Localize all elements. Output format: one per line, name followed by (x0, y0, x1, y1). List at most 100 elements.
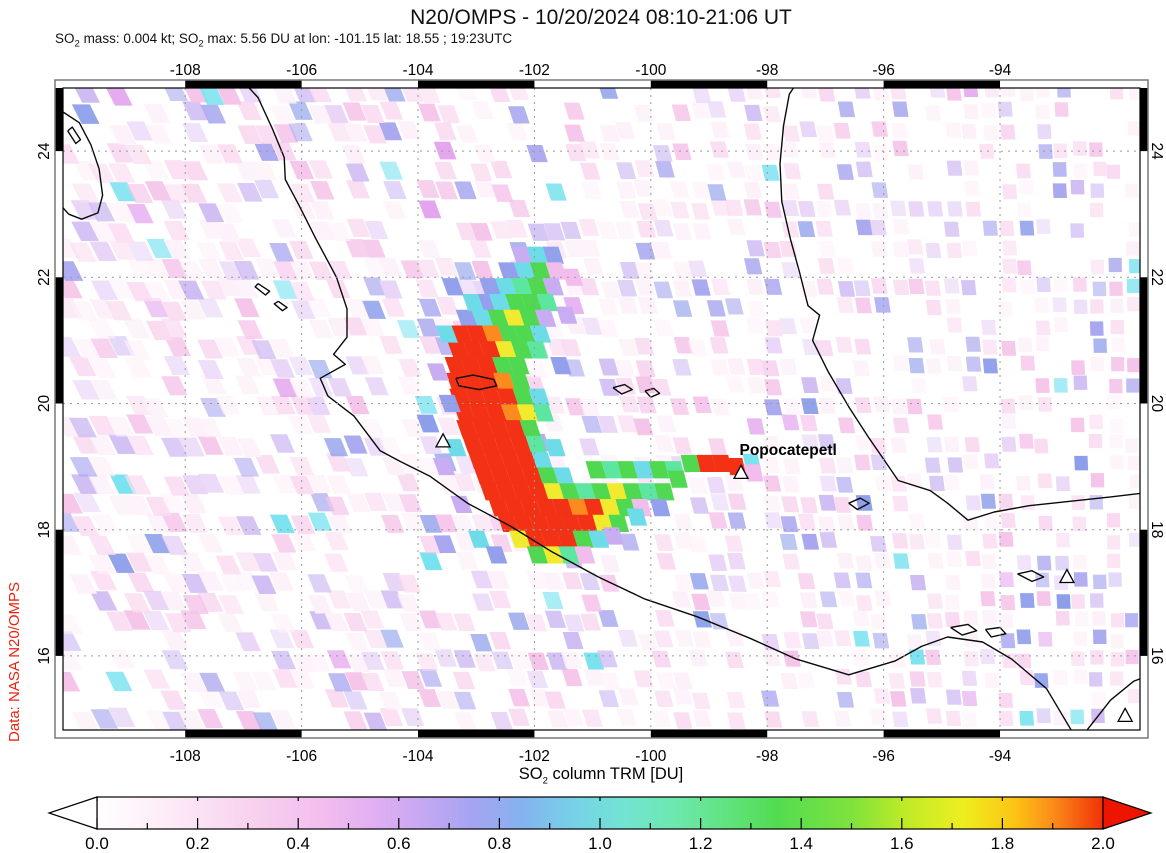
plume-cell (461, 372, 484, 390)
lat-tick-right: 20 (1148, 395, 1165, 413)
lon-tick-bottom: -96 (872, 748, 894, 765)
plume-cell (460, 357, 483, 375)
lon-tick-top: -94 (989, 62, 1012, 79)
colorbar-tick-label: 0.8 (488, 834, 512, 853)
plume-cell (626, 508, 648, 526)
lon-tick-bottom: -102 (519, 748, 550, 765)
colorbar-tick-label: 0.2 (186, 834, 210, 853)
plume-cell (469, 404, 492, 422)
plume-cell (567, 499, 589, 517)
plume-cell (456, 420, 479, 438)
plume-cell (510, 278, 533, 296)
subtitle-text: max: 5.56 DU at lon: -101.15 lat: 18.55 … (203, 31, 513, 46)
subtitle-text: SO (55, 31, 75, 46)
lon-tick-bottom: -100 (635, 748, 666, 765)
plume-cell (542, 246, 564, 264)
colorbar-tick-label: 1.6 (890, 834, 914, 853)
plume-cell (556, 530, 578, 548)
plume-cell (519, 309, 541, 327)
lon-tick-top: -104 (403, 62, 434, 79)
plume-cell (572, 530, 594, 548)
plume-cell (590, 483, 612, 501)
plume-cell (444, 439, 467, 457)
colorbar-label-text: column TRM [DU] (547, 765, 684, 783)
coastline-tehuantepec_lagoon_1 (950, 623, 978, 636)
coastline-gulf_coast (779, 88, 1140, 521)
plume-cell (633, 461, 654, 479)
plume-cell (606, 483, 628, 501)
plume-cell (576, 514, 598, 532)
plume-cell (432, 458, 456, 476)
plume-cell (510, 341, 533, 359)
plume-cell (503, 420, 526, 438)
plume-cell (574, 483, 596, 501)
coastline-baja_island (67, 126, 82, 145)
colorbar-tick-label: 1.4 (789, 834, 813, 853)
plume-cell (504, 499, 527, 517)
colorbar-tick-label: 1.0 (588, 834, 612, 853)
colorbar-overflow-arrow (1102, 796, 1153, 830)
plume-cell (667, 470, 688, 488)
lat-tick-right: 22 (1148, 269, 1165, 286)
plume-cell (513, 325, 536, 343)
plume-cell (476, 357, 499, 375)
plume-cell (561, 268, 584, 286)
subscript: 2 (74, 38, 80, 50)
plume-cell (511, 483, 534, 501)
graticule-layer (63, 88, 1140, 730)
lon-tick-top: -100 (635, 62, 666, 79)
plume-cell (526, 246, 549, 264)
plume-cell (513, 514, 535, 532)
plume-cell (513, 262, 536, 280)
plume-cell (489, 467, 512, 485)
lon-tick-top: -106 (286, 62, 317, 79)
plume-cell (583, 499, 605, 517)
lat-tick-right: 24 (1148, 142, 1165, 160)
volcano-name-label: Popocatepetl (740, 442, 837, 459)
plume-cell (505, 467, 528, 485)
plume-cell (544, 439, 566, 457)
plume-cell (556, 306, 578, 324)
plume-cell (499, 451, 522, 469)
colorbar-tick-label: 0.0 (85, 834, 109, 853)
page-title: N20/OMPS - 10/20/2024 08:10-21:06 UT (410, 6, 792, 29)
coastline-corner_coast (1086, 678, 1140, 730)
plume-cell (495, 341, 517, 359)
plume-cell (599, 499, 621, 517)
plume-cell (544, 514, 567, 532)
lat-tick-left: 20 (36, 395, 53, 413)
plume-cell (463, 341, 486, 359)
plume-cell (542, 546, 564, 564)
lat-tick-right: 16 (1148, 647, 1165, 664)
volcano-triangle-icon (1117, 706, 1134, 722)
plume-cell (529, 262, 552, 280)
plume-cell (465, 388, 488, 406)
plume-cell (480, 388, 503, 406)
colorbar-label-text: SO (518, 765, 543, 783)
colorbar-tick-label: 2.0 (1091, 834, 1115, 853)
plume-cell (487, 309, 510, 327)
lon-tick-top: -102 (519, 62, 550, 79)
lon-tick-bottom: -108 (170, 748, 201, 765)
plume-cell (512, 388, 535, 406)
coastline-islas_marias_2 (273, 300, 288, 312)
plume-cell (468, 530, 490, 548)
plume-cell (462, 293, 485, 312)
plume-cell (477, 435, 500, 454)
colorbar-label: SO2 column TRM [DU] (36, 765, 1166, 786)
plume-cell (527, 483, 549, 501)
plume-cell (509, 372, 531, 390)
noise-pixel-layer (63, 88, 1140, 730)
plume-cell (479, 341, 502, 359)
plume-cell (534, 309, 557, 327)
lat-tick-left: 24 (36, 142, 53, 160)
plume-cell (617, 461, 638, 479)
plume-cell (505, 293, 527, 312)
plume-cell (483, 451, 506, 469)
plume-cell (536, 293, 559, 312)
plume-cell (487, 420, 510, 438)
plume-cell (493, 372, 515, 390)
lat-tick-left: 22 (36, 269, 53, 286)
coastline-lake_cuitzeo (612, 383, 633, 395)
coastline-tehuantepec_lagoon_2 (984, 626, 1007, 638)
